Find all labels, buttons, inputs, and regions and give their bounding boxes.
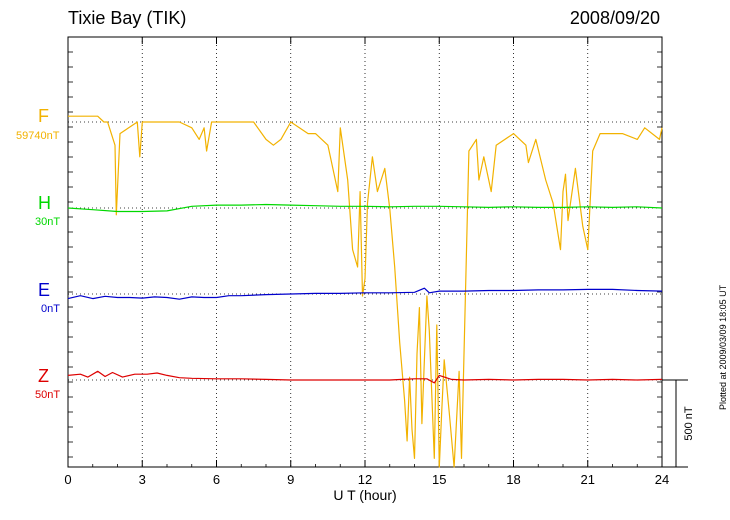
channel-baseline-z: 50nT [35,389,61,401]
scale-bar-label: 500 nT [683,406,695,441]
series-line-h [67,203,663,213]
channel-baseline-h: 30nT [35,216,61,228]
x-tick-label-3: 9 [287,472,294,487]
station-title: Tixie Bay (TIK) [68,8,187,28]
series-line-f [68,115,663,468]
x-tick-label-5: 15 [432,472,446,487]
plotted-note: Plotted at 2009/03/09 18:05 UT [718,284,728,410]
x-tick-label-4: 12 [358,472,372,487]
channel-label-e: E [38,280,51,300]
x-axis-label: U T (hour) [333,487,396,503]
x-tick-label-6: 18 [506,472,520,487]
x-tick-label-2: 6 [213,472,220,487]
x-tick-label-7: 21 [581,472,595,487]
channel-baseline-e: 0nT [41,303,60,315]
x-tick-label-8: 24 [655,472,669,487]
channel-label-z: Z [38,366,49,386]
series-line-e [67,287,663,300]
channel-label-h: H [38,193,51,213]
plot-date: 2008/09/20 [569,8,660,28]
series-line-z [67,370,663,384]
channel-label-f: F [38,106,49,126]
x-tick-label-0: 0 [64,472,71,487]
channel-baseline-f: 59740nT [16,130,60,142]
x-tick-label-1: 3 [139,472,146,487]
